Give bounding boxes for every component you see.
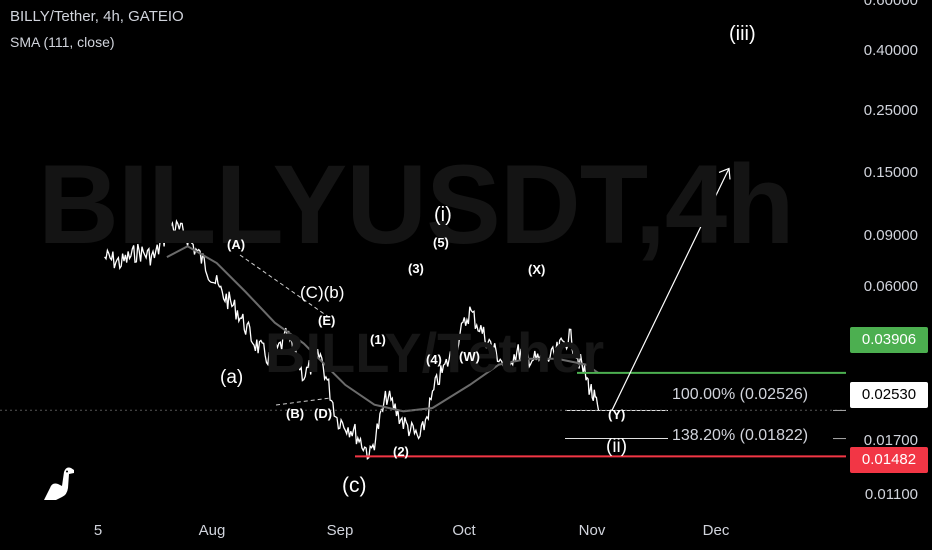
price-tick: 0.09000 bbox=[863, 227, 918, 244]
symbol-title[interactable]: BILLY/Tether, 4h, GATEIO bbox=[10, 8, 184, 25]
wave-label-c: (c) bbox=[342, 474, 367, 497]
time-label: Dec bbox=[702, 522, 730, 539]
price-tick: 0.60000 bbox=[863, 0, 918, 9]
sma-line bbox=[166, 245, 600, 413]
price-tick: 0.01700 bbox=[863, 432, 918, 449]
wave-label-E: (E) bbox=[318, 313, 336, 328]
price-tick: 0.40000 bbox=[863, 42, 918, 59]
wave-label-1: (1) bbox=[370, 332, 386, 347]
watermark-big: BILLYUSDT,4h bbox=[38, 142, 795, 267]
wave-label-3: (3) bbox=[408, 261, 424, 276]
wave-label-2: (2) bbox=[393, 444, 409, 459]
resistance-price-tag[interactable]: 0.03906 bbox=[850, 327, 928, 353]
time-label: 5 bbox=[93, 522, 103, 539]
time-label: Aug bbox=[198, 522, 226, 539]
indicator-title[interactable]: SMA (111, close) bbox=[10, 34, 115, 50]
fib-label-138[interactable]: 138.20% (0.01822) bbox=[672, 427, 809, 444]
wave-label-B: (B) bbox=[286, 406, 305, 421]
price-tick: 0.06000 bbox=[863, 278, 918, 295]
wave-label-D: (D) bbox=[314, 406, 333, 421]
dinosaur-logo-icon[interactable] bbox=[40, 464, 80, 504]
wave-label-W: (W) bbox=[459, 349, 480, 364]
wave-label-5: (5) bbox=[433, 235, 449, 250]
watermark-small: BILLY/Tether bbox=[265, 321, 605, 384]
wave-label-C-b: (C)(b) bbox=[300, 283, 345, 302]
price-tick: 0.15000 bbox=[863, 164, 918, 181]
time-label: Nov bbox=[578, 522, 606, 539]
triangle-lower-line bbox=[275, 397, 331, 406]
wave-label-i: (i) bbox=[434, 204, 452, 226]
price-tick: 0.25000 bbox=[863, 102, 918, 119]
wave-label-A: (A) bbox=[227, 237, 246, 252]
projection-arrow-line bbox=[611, 168, 730, 411]
wave-label-4: (4) bbox=[426, 352, 442, 367]
current-price-tag[interactable]: 0.02530 bbox=[850, 382, 928, 408]
price-tick: 0.01100 bbox=[864, 486, 918, 503]
time-label: Sep bbox=[326, 522, 354, 539]
triangle-upper-line bbox=[239, 254, 331, 319]
wave-label-iii: (iii) bbox=[729, 23, 756, 45]
time-label: Oct bbox=[452, 522, 476, 539]
wave-label-ii: (ii) bbox=[606, 436, 628, 457]
wave-label-Y: (Y) bbox=[608, 407, 626, 422]
projection-arrow-head bbox=[718, 167, 731, 180]
wave-label-X: (X) bbox=[528, 262, 546, 277]
wave-label-a: (a) bbox=[220, 367, 244, 388]
support-price-tag[interactable]: 0.01482 bbox=[850, 447, 928, 473]
fib-label-100[interactable]: 100.00% (0.02526) bbox=[672, 386, 809, 403]
